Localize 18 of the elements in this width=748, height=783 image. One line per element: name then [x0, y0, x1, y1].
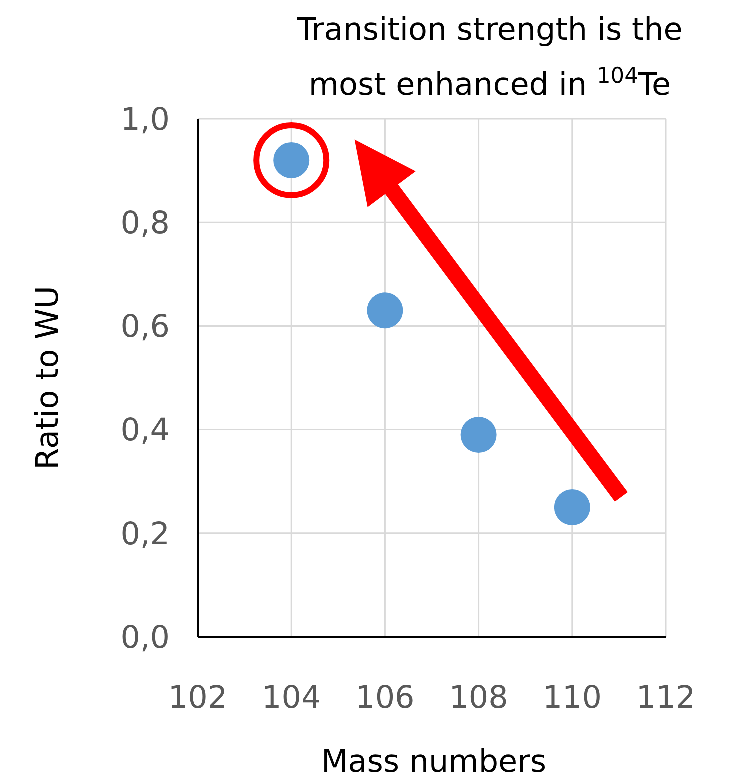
x-tick-label: 112 [636, 680, 696, 716]
x-tick-label: 108 [449, 680, 508, 716]
x-tick-label: 106 [356, 680, 415, 716]
point [554, 490, 590, 526]
point [460, 416, 497, 453]
y-tick-label: 0,0 [120, 620, 170, 656]
point [367, 292, 404, 329]
x-tick-label: 104 [262, 680, 322, 716]
y-tick-label: 1,0 [120, 102, 170, 138]
y-tick-label: 0,8 [120, 205, 170, 242]
y-tick-label: 0,4 [120, 412, 170, 449]
x-tick-label: 102 [168, 680, 228, 716]
x-tick-label: 110 [542, 680, 602, 716]
x-axis-title: Mass numbers [321, 744, 547, 780]
y-axis-title: Ratio to WU [30, 286, 66, 470]
chart-title: Transition strength is the most enhanced in $^{104}$Te [296, 12, 683, 103]
y-tick-label: 0,6 [120, 309, 170, 346]
y-tick-label: 0,2 [120, 516, 170, 552]
